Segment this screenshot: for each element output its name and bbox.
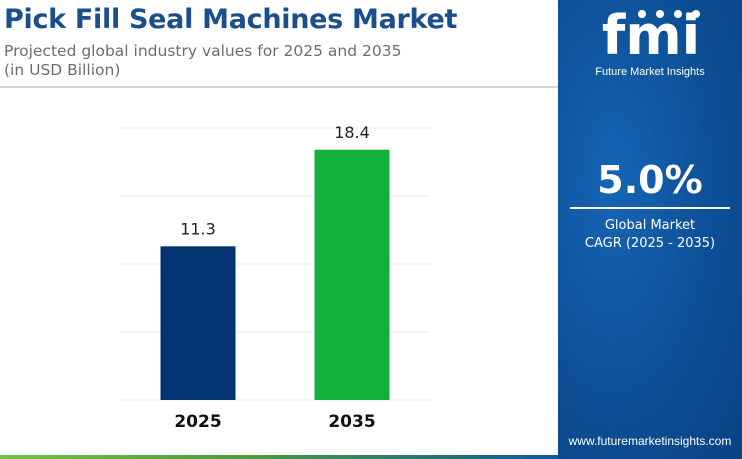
x-tick-2025: 2025 <box>174 412 221 432</box>
header-divider <box>0 86 558 88</box>
cagr-value: 5.0% <box>597 158 703 202</box>
subtitle-line-2: (in USD Billion) <box>4 61 121 79</box>
bottom-accent-strip <box>0 455 558 459</box>
logo-dot-icon <box>656 10 664 18</box>
cagr-label-line-2: CAGR (2025 - 2035) <box>584 236 716 251</box>
sidebar-panel: fmi Future Market Insights 5.0% Global M… <box>558 0 742 459</box>
logo-dot-icon <box>638 10 646 18</box>
x-axis-tick-labels: 2025 2035 <box>174 412 375 432</box>
data-labels: 11.3 18.4 <box>180 123 370 239</box>
bar-chart: 11.3 18.4 2025 2035 <box>120 123 430 432</box>
cagr-label: Global Market CAGR (2025 - 2035) <box>558 217 742 253</box>
chart-title: Pick Fill Seal Machines Market <box>4 4 458 35</box>
logo-dot-icon <box>692 10 700 18</box>
data-label-2025: 11.3 <box>180 219 216 238</box>
website-url: www.futuremarketinsights.com <box>568 434 732 448</box>
brand-name: Future Market Insights <box>595 66 705 78</box>
logo-mark: fmi <box>602 8 700 60</box>
x-tick-2035: 2035 <box>328 412 375 432</box>
bar-2025 <box>160 246 236 400</box>
subtitle-line-1: Projected global industry values for 202… <box>4 42 402 60</box>
data-label-2035: 18.4 <box>334 123 370 142</box>
bar-2035 <box>314 149 390 400</box>
cagr-divider <box>570 207 730 209</box>
chart-subtitle: Projected global industry values for 202… <box>4 42 464 80</box>
logo-dot-icon <box>674 10 682 18</box>
cagr-label-line-1: Global Market <box>604 218 696 233</box>
fmi-logo: fmi <box>602 8 700 60</box>
bars <box>160 149 390 400</box>
